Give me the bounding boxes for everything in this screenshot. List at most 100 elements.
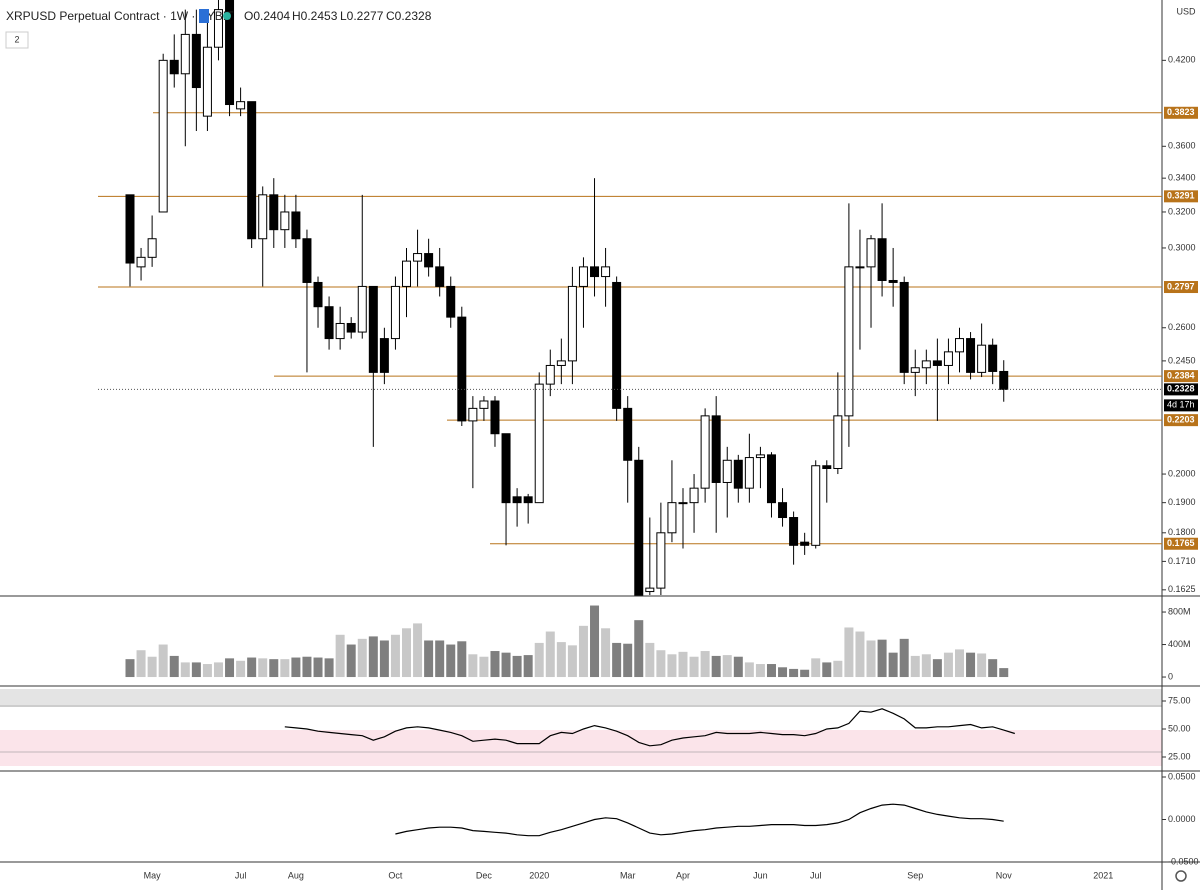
settings-icon[interactable]: [1175, 870, 1187, 882]
candle-body: [932, 360, 942, 366]
last-price-label: 0.2328: [1167, 384, 1195, 394]
legend-close: C0.2328: [386, 9, 432, 23]
candle-body: [357, 285, 367, 333]
candle-body: [866, 238, 876, 268]
volume-bar: [158, 644, 168, 678]
volume-bar: [313, 657, 323, 678]
volume-bar: [789, 668, 799, 678]
candle-body: [999, 370, 1009, 390]
candle-body: [501, 433, 511, 504]
candle-body: [612, 281, 622, 409]
y-tick-label: 0.1800: [1168, 527, 1196, 537]
volume-bar: [468, 654, 478, 678]
candle-body: [744, 457, 754, 489]
level-label: 0.2203: [1167, 415, 1195, 425]
candle-body: [789, 517, 799, 546]
level-label: 0.1765: [1167, 538, 1195, 548]
volume-bar: [180, 662, 190, 678]
y-tick-label: 0.2000: [1168, 468, 1196, 478]
volume-bar: [379, 640, 389, 678]
volume-bar: [136, 650, 146, 678]
x-tick-label: Apr: [676, 870, 690, 880]
candle-body: [424, 253, 434, 268]
volume-bar: [766, 664, 776, 678]
volume-bar: [711, 655, 721, 678]
volume-bar: [811, 658, 821, 678]
volume-bar: [722, 655, 732, 678]
legend-open: O0.2404: [244, 9, 290, 23]
indicator-line: [395, 803, 1004, 837]
volume-bar: [236, 660, 246, 678]
candle-body: [269, 194, 279, 231]
volume-bar: [556, 642, 566, 678]
y-tick-label: 400M: [1168, 639, 1191, 649]
volume-bar: [357, 638, 367, 678]
y-tick-label: 0.4200: [1168, 55, 1196, 65]
volume-bar: [523, 655, 533, 678]
candle-body: [180, 33, 190, 75]
level-label: 0.2384: [1167, 370, 1195, 380]
volume-bar: [534, 642, 544, 678]
y-tick-label: 0.3400: [1168, 173, 1196, 183]
candle-body: [678, 502, 688, 505]
volume-bar: [899, 638, 909, 678]
volume-bar: [590, 605, 600, 678]
level-label-bg: [1164, 537, 1198, 550]
volume-bar: [424, 640, 434, 678]
symbol-title: XRPUSD Perpetual Contract · 1W · BYBIT: [6, 9, 234, 23]
marks: 0.4200 0.3600 0.3400 0.3200 0.3000 0.2600 0.24…: [98, 0, 1199, 880]
candle-body: [634, 459, 644, 596]
candle-body: [225, 0, 235, 106]
currency: USD: [1176, 6, 1196, 16]
legend-high: H0.2453: [292, 9, 338, 23]
x-tick-label: Oct: [388, 870, 403, 880]
level-label-bg: [1164, 190, 1198, 203]
candle-body: [711, 415, 721, 483]
volume-bar: [634, 620, 644, 678]
volume-bar: [656, 650, 666, 678]
y-tick-label: 50.00: [1168, 723, 1191, 733]
candle-body: [755, 454, 765, 459]
level-label-bg: [1164, 281, 1198, 294]
y-tick-label: 75.00: [1168, 695, 1191, 705]
candle-body: [402, 260, 411, 287]
y-tick-label: 0.2450: [1168, 355, 1196, 365]
x-tick-label: Mar: [620, 870, 636, 880]
x-tick-label: Nov: [996, 870, 1013, 880]
y-tick-label: 0.0500: [1168, 771, 1196, 781]
countdown-bg: [1164, 399, 1198, 412]
x-tick-label: Jul: [810, 870, 822, 880]
level-label: 0.2797: [1167, 281, 1195, 291]
volume-bar: [833, 660, 843, 678]
indicator-count[interactable]: 2: [14, 34, 19, 44]
x-tick-label: Aug: [288, 870, 304, 880]
volume-bar: [368, 636, 378, 678]
candle-body: [534, 383, 544, 504]
candle-body: [722, 459, 732, 483]
candle-body: [656, 532, 666, 589]
y-tick-label: 800M: [1168, 606, 1191, 616]
candle-body: [645, 587, 655, 593]
candle-body: [545, 364, 555, 385]
volume-bar: [921, 654, 931, 678]
volume-bar: [435, 640, 445, 678]
indicator-toggle[interactable]: [5, 31, 29, 49]
volume-bar: [302, 656, 312, 678]
volume-bar: [943, 652, 953, 678]
volume-bar: [147, 656, 157, 678]
volume-bar: [888, 652, 898, 678]
y-tick-label: 0.1625: [1168, 584, 1196, 594]
candle-body: [943, 351, 953, 366]
x-tick-label: Sep: [907, 870, 923, 880]
volume-bar: [689, 656, 699, 678]
volume-bar: [125, 659, 135, 678]
volume-bar: [479, 656, 489, 678]
candle-body: [136, 256, 146, 268]
volume-bar: [800, 669, 810, 678]
countdown-label: 4d 17h: [1167, 400, 1195, 410]
volume-bar: [280, 659, 290, 678]
flag-icon: [199, 9, 209, 23]
y-tick-label: 0.1710: [1168, 556, 1196, 566]
candle-body: [368, 285, 378, 373]
candle-body: [921, 360, 931, 369]
